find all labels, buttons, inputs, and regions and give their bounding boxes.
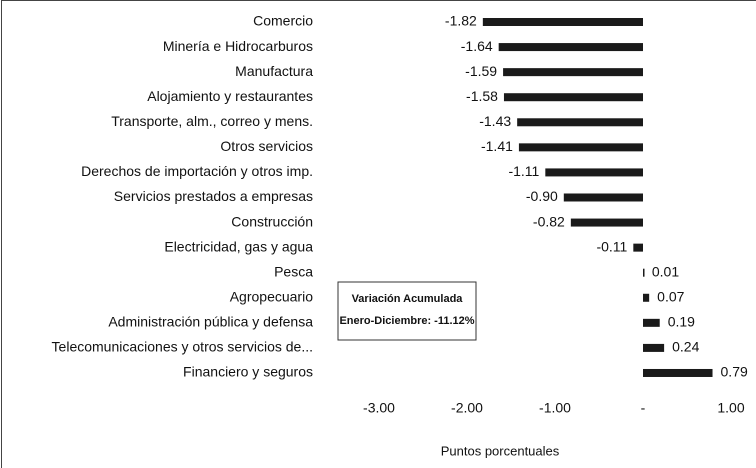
bar xyxy=(563,193,643,202)
y-tick-label: Minería e Hidrocarburos xyxy=(163,38,313,54)
data-label: -0.82 xyxy=(533,213,565,229)
bar xyxy=(643,368,713,377)
data-label: 0.79 xyxy=(721,364,748,380)
y-tick-label: Administración pública y defensa xyxy=(108,314,313,330)
data-label: -1.64 xyxy=(461,38,493,54)
x-tick-label: -3.00 xyxy=(363,400,395,416)
y-tick-label: Derechos de importación y otros imp. xyxy=(81,163,313,179)
data-label: -1.43 xyxy=(479,113,511,129)
bar xyxy=(643,268,645,277)
bar xyxy=(498,43,643,52)
y-tick-label: Otros servicios xyxy=(220,138,313,154)
annotation: Variación Acumulada xyxy=(352,293,464,305)
y-tick-label: Comercio xyxy=(253,13,313,29)
bar xyxy=(503,93,643,102)
data-label: -0.90 xyxy=(526,188,558,204)
data-label: -1.58 xyxy=(466,88,498,104)
x-tick-label: -2.00 xyxy=(451,400,483,416)
annotation: Enero-Diciembre: -11.12% xyxy=(339,315,474,327)
bar xyxy=(643,293,650,302)
x-tick-label: 1.00 xyxy=(717,400,744,416)
bar xyxy=(570,218,643,227)
bar xyxy=(633,243,643,252)
bar xyxy=(643,343,665,352)
data-label: -1.82 xyxy=(445,13,477,29)
data-label: 0.24 xyxy=(672,339,699,355)
data-label: 0.01 xyxy=(652,263,679,279)
data-label: 0.07 xyxy=(657,288,684,304)
y-tick-label: Alojamiento y restaurantes xyxy=(147,88,313,104)
x-tick-label: - xyxy=(641,400,646,416)
data-label: 0.19 xyxy=(668,314,695,330)
data-label: -1.11 xyxy=(508,163,539,179)
bar xyxy=(503,68,643,77)
y-tick-label: Electricidad, gas y agua xyxy=(164,238,313,254)
annotation-box xyxy=(337,281,477,341)
y-tick-label: Construcción xyxy=(231,213,313,229)
bar xyxy=(482,18,643,26)
bar xyxy=(517,118,643,127)
y-tick-label: Servicios prestados a empresas xyxy=(114,188,313,204)
bar xyxy=(545,168,643,177)
y-tick-label: Agropecuario xyxy=(230,288,313,304)
data-label: -1.41 xyxy=(481,138,513,154)
y-tick-label: Financiero y seguros xyxy=(183,364,313,380)
bar xyxy=(643,318,660,327)
data-label: -1.59 xyxy=(465,63,497,79)
y-tick-label: Transporte, alm., correo y mens. xyxy=(111,113,313,129)
bar xyxy=(518,143,643,152)
y-tick-label: Pesca xyxy=(274,263,313,279)
x-tick-label: -1.00 xyxy=(539,400,571,416)
x-axis-title: Puntos porcentuales xyxy=(441,443,560,458)
y-tick-label: Telecomunicaciones y otros servicios de.… xyxy=(52,339,313,355)
y-tick-label: Manufactura xyxy=(235,63,313,79)
data-label: -0.11 xyxy=(596,238,627,254)
